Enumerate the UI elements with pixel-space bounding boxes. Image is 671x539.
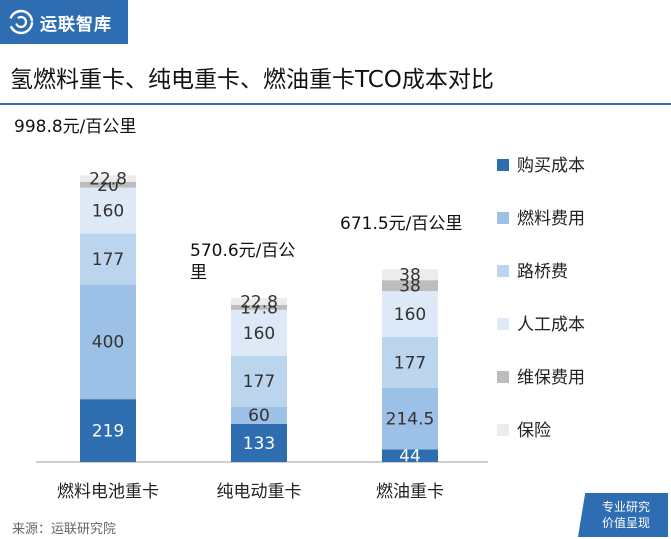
slogan-line-2: 价值呈现 — [601, 516, 650, 530]
bar-value-label: 214.5 — [386, 410, 435, 430]
bar-value-label: 160 — [243, 324, 275, 344]
legend-label: 路桥费 — [517, 262, 568, 282]
bar-value-label: 38 — [399, 266, 421, 286]
bar-segment — [382, 337, 438, 388]
bar-segment — [80, 399, 136, 462]
stacked-bar-chart: 2194001771602022.8燃料电池重卡1336017716017.82… — [14, 117, 585, 500]
category-label: 燃料电池重卡 — [57, 482, 159, 500]
bar-segment — [80, 175, 136, 182]
bar-segment — [231, 309, 287, 356]
brand-logo: 运联智库 — [0, 0, 128, 44]
total-label: 998.8元/百公里 — [14, 117, 136, 137]
category-label: 纯电动重卡 — [217, 482, 302, 500]
bar-segment — [382, 269, 438, 281]
slogan-line-1: 专业研究 — [601, 500, 650, 514]
legend-label: 人工成本 — [517, 315, 585, 335]
brand-name: 运联智库 — [40, 14, 112, 35]
bar-value-label: 177 — [394, 353, 426, 373]
bar-segment — [80, 233, 136, 285]
bar-segment — [80, 284, 136, 400]
bar-segment — [231, 304, 287, 310]
bar-segment — [80, 187, 136, 234]
bar-value-label: 219 — [92, 422, 124, 442]
title-divider — [0, 103, 671, 105]
bar-value-label: 160 — [92, 202, 124, 222]
bar-segment — [231, 423, 287, 462]
bar-value-label: 177 — [243, 372, 275, 392]
legend-label: 维保费用 — [517, 368, 585, 388]
bar-segment — [382, 280, 438, 292]
bar-segment — [231, 298, 287, 305]
bar-segment — [382, 449, 438, 462]
bar-segment — [231, 355, 287, 407]
slogan-badge: 专业研究 价值呈现 — [578, 493, 668, 537]
total-label: 671.5元/百公里 — [340, 214, 462, 234]
total-label: 570.6元/百公里 — [190, 241, 295, 283]
legend-swatch — [497, 371, 509, 383]
legend-swatch — [497, 265, 509, 277]
category-label: 燃油重卡 — [376, 482, 444, 500]
bar-value-label: 60 — [248, 406, 270, 426]
bar-value-label: 38 — [399, 277, 421, 297]
bar-value-label: 44 — [399, 447, 421, 467]
bar-value-label: 160 — [394, 305, 426, 325]
bar-segment — [231, 406, 287, 424]
logo-swirl-icon — [8, 9, 34, 35]
bar-segment — [382, 387, 438, 450]
bar-value-label: 22.8 — [89, 170, 127, 190]
page-title: 氢燃料重卡、纯电重卡、燃油重卡TCO成本对比 — [10, 67, 494, 93]
legend-label: 保险 — [517, 421, 551, 441]
legend-label: 购买成本 — [517, 156, 585, 176]
bar-value-label: 400 — [92, 333, 124, 353]
legend-swatch — [497, 212, 509, 224]
bar-value-label: 133 — [243, 434, 275, 454]
legend-swatch — [497, 424, 509, 436]
source-note: 来源：运联研究院 — [12, 522, 117, 537]
bar-segment — [382, 291, 438, 338]
legend-label: 燃料费用 — [517, 209, 585, 229]
legend-swatch — [497, 318, 509, 330]
bar-value-label: 22.8 — [240, 293, 278, 313]
legend-swatch — [497, 159, 509, 171]
bar-segment — [80, 181, 136, 188]
bar-value-label: 177 — [92, 250, 124, 270]
